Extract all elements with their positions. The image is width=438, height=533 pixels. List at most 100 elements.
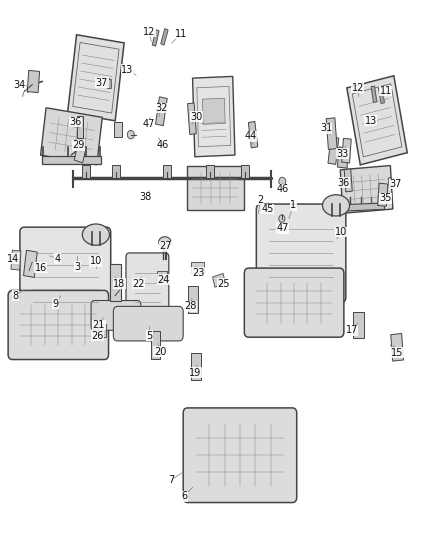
FancyBboxPatch shape xyxy=(256,204,346,302)
Text: 1: 1 xyxy=(290,200,296,211)
Bar xyxy=(346,203,385,211)
Text: 24: 24 xyxy=(157,275,170,285)
Bar xyxy=(193,76,235,157)
Circle shape xyxy=(127,131,134,139)
FancyBboxPatch shape xyxy=(91,301,141,330)
Text: 26: 26 xyxy=(92,330,104,341)
Bar xyxy=(188,286,198,313)
Ellipse shape xyxy=(82,224,110,245)
Bar xyxy=(157,271,167,281)
Ellipse shape xyxy=(322,195,350,216)
Bar xyxy=(74,145,86,163)
Bar xyxy=(378,87,385,103)
Bar xyxy=(11,250,21,270)
Bar xyxy=(107,79,110,88)
Bar xyxy=(353,312,364,338)
Bar xyxy=(98,324,106,337)
FancyBboxPatch shape xyxy=(126,253,169,322)
Bar xyxy=(113,165,120,178)
Bar xyxy=(391,334,403,361)
FancyBboxPatch shape xyxy=(20,227,111,327)
Bar xyxy=(27,70,39,93)
Bar xyxy=(202,98,225,124)
Text: 2: 2 xyxy=(258,195,264,205)
Text: 19: 19 xyxy=(189,368,201,378)
Text: 29: 29 xyxy=(72,140,85,150)
Bar xyxy=(206,165,214,178)
Text: 18: 18 xyxy=(113,279,126,288)
Text: 37: 37 xyxy=(389,179,402,189)
Bar xyxy=(248,122,258,148)
Text: 46: 46 xyxy=(156,140,168,150)
Bar xyxy=(114,122,122,137)
Text: 23: 23 xyxy=(192,268,204,278)
FancyBboxPatch shape xyxy=(8,290,109,360)
Text: 44: 44 xyxy=(244,131,257,141)
Bar xyxy=(41,108,102,165)
Bar xyxy=(347,76,407,165)
Text: 47: 47 xyxy=(142,119,155,129)
Text: 10: 10 xyxy=(335,227,347,237)
FancyBboxPatch shape xyxy=(183,408,297,503)
Bar xyxy=(191,262,204,273)
Text: 46: 46 xyxy=(276,184,289,195)
Text: 36: 36 xyxy=(337,177,350,188)
Text: 9: 9 xyxy=(52,298,58,309)
Bar xyxy=(191,353,201,380)
Text: 5: 5 xyxy=(146,330,152,341)
Text: 20: 20 xyxy=(154,346,166,357)
Bar xyxy=(152,30,159,46)
Text: 13: 13 xyxy=(121,65,134,75)
Bar xyxy=(241,165,249,178)
Bar xyxy=(151,332,160,359)
Text: 16: 16 xyxy=(35,263,47,272)
Text: 36: 36 xyxy=(70,117,82,127)
Text: 47: 47 xyxy=(276,223,289,233)
Bar xyxy=(155,97,167,126)
Bar xyxy=(187,103,196,134)
Bar xyxy=(371,86,377,102)
Circle shape xyxy=(279,177,286,185)
Bar xyxy=(212,273,226,287)
Text: 10: 10 xyxy=(90,256,102,266)
Bar xyxy=(187,166,244,209)
Bar xyxy=(328,137,339,165)
Bar xyxy=(378,183,388,206)
Text: 7: 7 xyxy=(168,475,174,485)
Text: 38: 38 xyxy=(140,192,152,203)
Bar xyxy=(110,264,120,301)
Bar xyxy=(77,116,83,139)
Text: 33: 33 xyxy=(336,149,348,159)
Text: 27: 27 xyxy=(159,241,172,251)
Text: 4: 4 xyxy=(54,254,60,263)
Text: 25: 25 xyxy=(217,279,230,288)
Ellipse shape xyxy=(159,237,171,247)
Text: 11: 11 xyxy=(380,86,392,96)
Text: 12: 12 xyxy=(143,27,155,37)
Text: 35: 35 xyxy=(380,193,392,204)
Bar xyxy=(24,251,37,277)
Bar xyxy=(42,157,101,164)
Bar xyxy=(73,43,119,113)
Text: 21: 21 xyxy=(93,320,105,330)
Text: 8: 8 xyxy=(12,290,18,301)
Bar xyxy=(162,165,170,178)
Text: 13: 13 xyxy=(365,116,377,126)
Bar xyxy=(388,177,392,188)
Bar xyxy=(67,35,124,121)
Text: 45: 45 xyxy=(262,204,274,214)
Text: 6: 6 xyxy=(181,491,187,501)
FancyBboxPatch shape xyxy=(113,306,183,341)
Text: 30: 30 xyxy=(190,111,202,122)
Text: 31: 31 xyxy=(320,123,332,133)
Text: 28: 28 xyxy=(184,301,197,311)
Text: 14: 14 xyxy=(7,254,19,263)
Bar xyxy=(340,166,393,213)
Bar xyxy=(342,138,351,163)
Text: 12: 12 xyxy=(352,83,364,93)
Text: 22: 22 xyxy=(132,279,145,288)
Text: 32: 32 xyxy=(155,103,168,113)
Bar xyxy=(326,118,337,149)
Text: 3: 3 xyxy=(74,262,80,271)
Text: 11: 11 xyxy=(174,29,187,39)
